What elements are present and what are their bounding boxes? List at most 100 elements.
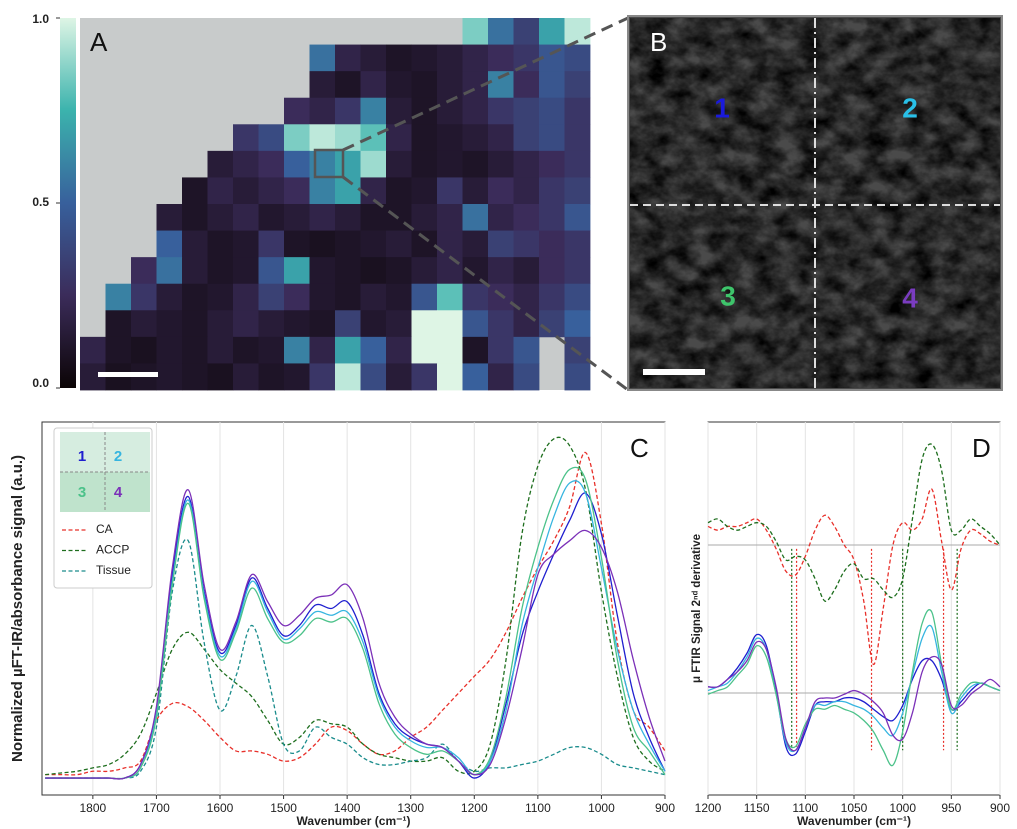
heatmap-cell	[411, 283, 438, 311]
heatmap-cell	[309, 44, 336, 72]
heatmap-cell	[386, 71, 412, 99]
heatmap-cell	[564, 283, 591, 311]
heatmap-cell	[258, 204, 285, 231]
heatmap-cell	[156, 310, 183, 338]
heatmap-cell	[411, 230, 438, 258]
heatmap-cell	[513, 230, 540, 258]
heatmap-cell	[513, 71, 540, 99]
heatmap-cell	[386, 310, 412, 338]
legend-label: 4	[114, 484, 123, 501]
heatmap-cell	[564, 71, 591, 99]
heatmap-cell	[539, 283, 565, 311]
heatmap-cell	[309, 336, 336, 364]
heatmap-cell	[386, 363, 412, 391]
heatmap-cell	[335, 283, 361, 311]
heatmap-cell	[156, 230, 183, 258]
heatmap-cell	[131, 283, 157, 311]
heatmap-cell	[156, 257, 183, 285]
heatmap-cell	[284, 204, 310, 231]
heatmap-cell	[488, 97, 514, 125]
heatmap-cell	[258, 310, 285, 338]
heatmap-cell	[182, 177, 208, 205]
heatmap-cell	[105, 336, 132, 364]
x-axis-label: Wavenumber (cm⁻¹)	[297, 814, 411, 828]
heatmap-cell	[462, 283, 489, 311]
region-label: 3	[720, 280, 736, 311]
heatmap-cell	[462, 310, 489, 338]
heatmap-cell	[233, 363, 259, 391]
heatmap-cell	[207, 283, 234, 311]
heatmap-cell	[411, 204, 438, 231]
legend-label: 2	[114, 448, 122, 465]
heatmap-cell	[513, 124, 540, 152]
x-tick-label: 900	[990, 801, 1010, 815]
heatmap-cell	[539, 71, 565, 99]
heatmap-cell	[207, 204, 234, 231]
heatmap-cell	[207, 150, 234, 178]
heatmap-cell	[360, 204, 387, 231]
panel-label: A	[90, 27, 108, 57]
heatmap-cell	[105, 310, 132, 338]
heatmap-cell	[564, 97, 591, 125]
heatmap-cell	[564, 336, 591, 364]
heatmap-cell	[182, 230, 208, 258]
heatmap-cell	[156, 336, 183, 364]
series-line	[45, 538, 666, 780]
heatmap-cell	[156, 283, 183, 311]
series-line	[707, 443, 1001, 602]
heatmap-cell	[309, 230, 336, 258]
heatmap-cell	[513, 18, 540, 45]
heatmap-cell	[284, 177, 310, 205]
heatmap-cell	[411, 363, 438, 391]
heatmap-cell	[360, 257, 387, 285]
scale-bar	[98, 372, 158, 377]
heatmap-cell	[233, 124, 259, 152]
heatmap-cell	[513, 204, 540, 231]
heatmap-cell	[488, 204, 514, 231]
heatmap-cell	[386, 336, 412, 364]
heatmap-cell	[284, 363, 310, 391]
heatmap-cell	[513, 336, 540, 364]
heatmap-cell	[335, 150, 361, 178]
heatmap-cell	[233, 336, 259, 364]
heatmap-cell	[233, 257, 259, 285]
heatmap-cell	[105, 283, 132, 311]
heatmap-cell	[386, 44, 412, 72]
zoom-box	[313, 148, 345, 179]
heatmap-cell	[462, 97, 489, 125]
series-line	[707, 609, 1001, 767]
heatmap-cell	[513, 44, 540, 72]
heatmap-cell	[360, 97, 387, 125]
heatmap-cell	[437, 124, 463, 152]
heatmap-cell	[539, 230, 565, 258]
heatmap-cell	[131, 336, 157, 364]
series-line	[45, 466, 666, 780]
panel-label: C	[630, 433, 649, 463]
heatmap-cell	[437, 204, 463, 231]
x-tick-label: 1100	[792, 801, 818, 815]
heatmap-cell	[437, 97, 463, 125]
heatmap-cell	[360, 230, 387, 258]
heatmap-cell	[182, 283, 208, 311]
heatmap-cell	[233, 150, 259, 178]
heatmap-cell	[284, 97, 310, 125]
heatmap-cell	[411, 124, 438, 152]
heatmap-cell	[360, 71, 387, 99]
heatmap-cell	[309, 204, 336, 231]
heatmap-cell	[488, 363, 514, 391]
heatmap-cell	[386, 124, 412, 152]
heatmap-cell	[462, 44, 489, 72]
heatmap-cell	[284, 150, 310, 178]
series-line	[707, 640, 1001, 752]
heatmap-cell	[437, 177, 463, 205]
heatmap-cell	[233, 230, 259, 258]
heatmap-cell	[411, 150, 438, 178]
heatmap-cell	[488, 230, 514, 258]
heatmap-cell	[488, 336, 514, 364]
heatmap-cell	[309, 177, 336, 205]
panel-label: D	[972, 433, 991, 463]
heatmap-cell	[284, 336, 310, 364]
heatmap-cell	[360, 44, 387, 72]
heatmap-cell	[513, 150, 540, 178]
heatmap-cell	[335, 257, 361, 285]
